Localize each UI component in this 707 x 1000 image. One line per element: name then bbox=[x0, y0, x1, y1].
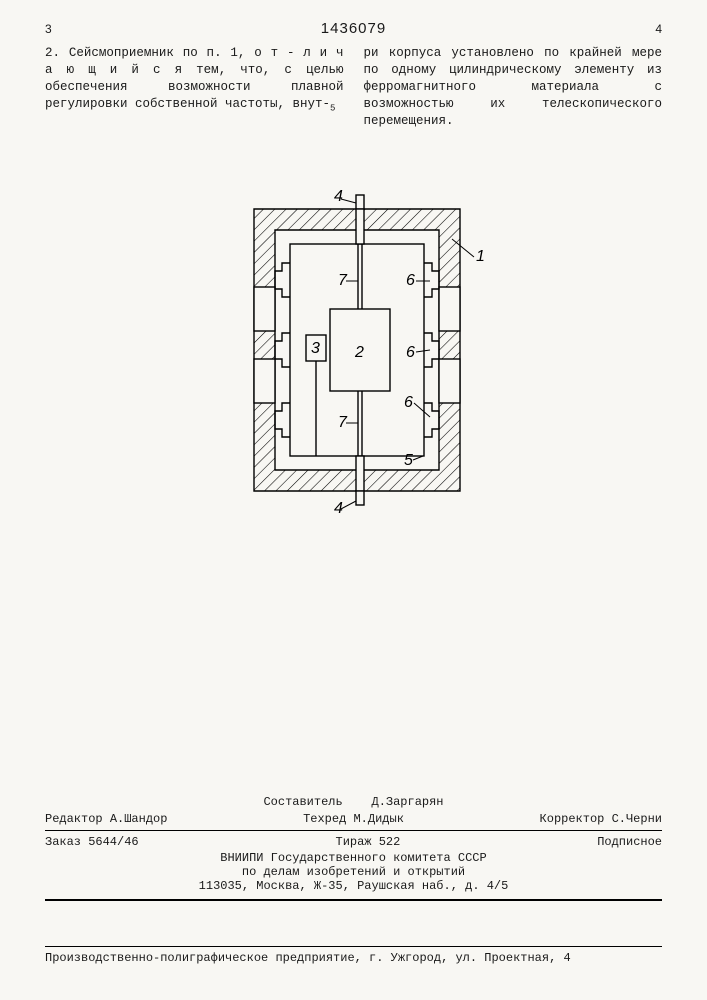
corr-label: Корректор bbox=[540, 812, 605, 826]
tirazh: Тираж 522 bbox=[336, 835, 401, 849]
callout-4-top: 4 bbox=[334, 189, 343, 205]
left-page-num: 3 bbox=[45, 22, 52, 36]
org-address: 113035, Москва, Ж-35, Раушская наб., д. … bbox=[45, 879, 662, 893]
footer-text: Производственно-полиграфическое предприя… bbox=[45, 951, 571, 965]
subscription: Подписное bbox=[597, 835, 662, 849]
callout-6-c: 6 bbox=[404, 394, 413, 411]
callout-6-b: 6 bbox=[406, 344, 415, 361]
claim-left-text: 2. Сейсмоприемник по п. 1, о т - л и ч а… bbox=[45, 46, 344, 111]
callout-2: 2 bbox=[354, 344, 364, 361]
callout-1: 1 bbox=[476, 248, 485, 265]
tech-name: М.Дидык bbox=[353, 812, 403, 826]
claim-right-text: ри корпуса установлено по крайней мере п… bbox=[364, 46, 663, 128]
footer-line: Производственно-полиграфическое предприя… bbox=[45, 946, 662, 965]
credits-block: Составитель Д.Заргарян Редактор А.Шандор… bbox=[45, 795, 662, 905]
order-num: Заказ 5644/46 bbox=[45, 835, 139, 849]
claim-left-column: 2. Сейсмоприемник по п. 1, о т - л и ч а… bbox=[45, 45, 344, 129]
editor-label: Редактор bbox=[45, 812, 103, 826]
right-page-num: 4 bbox=[655, 22, 662, 36]
editor-name: А.Шандор bbox=[110, 812, 168, 826]
claim-text: 2. Сейсмоприемник по п. 1, о т - л и ч а… bbox=[45, 45, 662, 129]
figure-container: 4 1 7 6 2 3 6 6 7 5 4 bbox=[45, 189, 662, 542]
claim-sub: 5 bbox=[330, 103, 335, 113]
callout-6-a: 6 bbox=[406, 272, 415, 289]
corr-name: С.Черни bbox=[612, 812, 662, 826]
callout-3: 3 bbox=[311, 340, 320, 357]
technical-figure: 4 1 7 6 2 3 6 6 7 5 4 bbox=[204, 189, 504, 542]
callout-5: 5 bbox=[404, 452, 413, 469]
compiler-name: Д.Заргарян bbox=[372, 795, 444, 809]
compiler-label: Составитель bbox=[263, 795, 342, 809]
page-header: 3 1436079 4 bbox=[45, 20, 662, 37]
claim-right-column: ри корпуса установлено по крайней мере п… bbox=[364, 45, 663, 129]
org-line-1: ВНИИПИ Государственного комитета СССР bbox=[45, 851, 662, 865]
org-line-2: по делам изобретений и открытий bbox=[45, 865, 662, 879]
patent-number: 1436079 bbox=[321, 20, 386, 37]
tech-label: Техред bbox=[303, 812, 346, 826]
